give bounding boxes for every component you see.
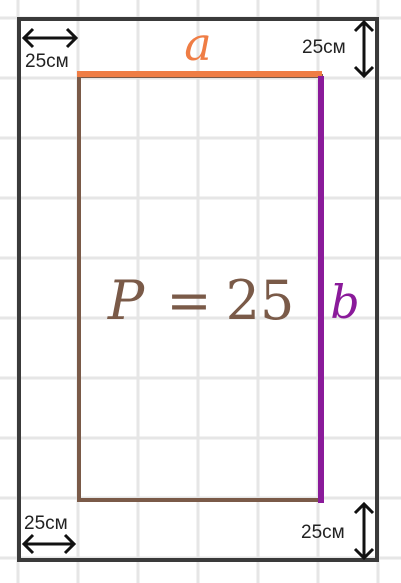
margin-label-bottom-left: 25см (24, 513, 68, 534)
horizontal-double-arrow-icon (21, 27, 79, 49)
margin-label-top-left: 25см (25, 51, 69, 72)
outer-frame (17, 17, 379, 562)
margin-label-top-right: 25см (302, 37, 346, 58)
formula-value: 25 (226, 269, 295, 332)
perimeter-formula: P = 25 (107, 269, 295, 332)
formula-variable: P (107, 269, 146, 332)
side-b-label: b (330, 275, 359, 329)
formula-equals: = (166, 269, 211, 332)
vertical-double-arrow-icon (353, 501, 375, 561)
side-a-label: a (184, 17, 211, 71)
margin-label-bottom-right: 25см (301, 522, 345, 543)
horizontal-double-arrow-icon (21, 533, 77, 555)
vertical-double-arrow-icon (353, 19, 375, 79)
